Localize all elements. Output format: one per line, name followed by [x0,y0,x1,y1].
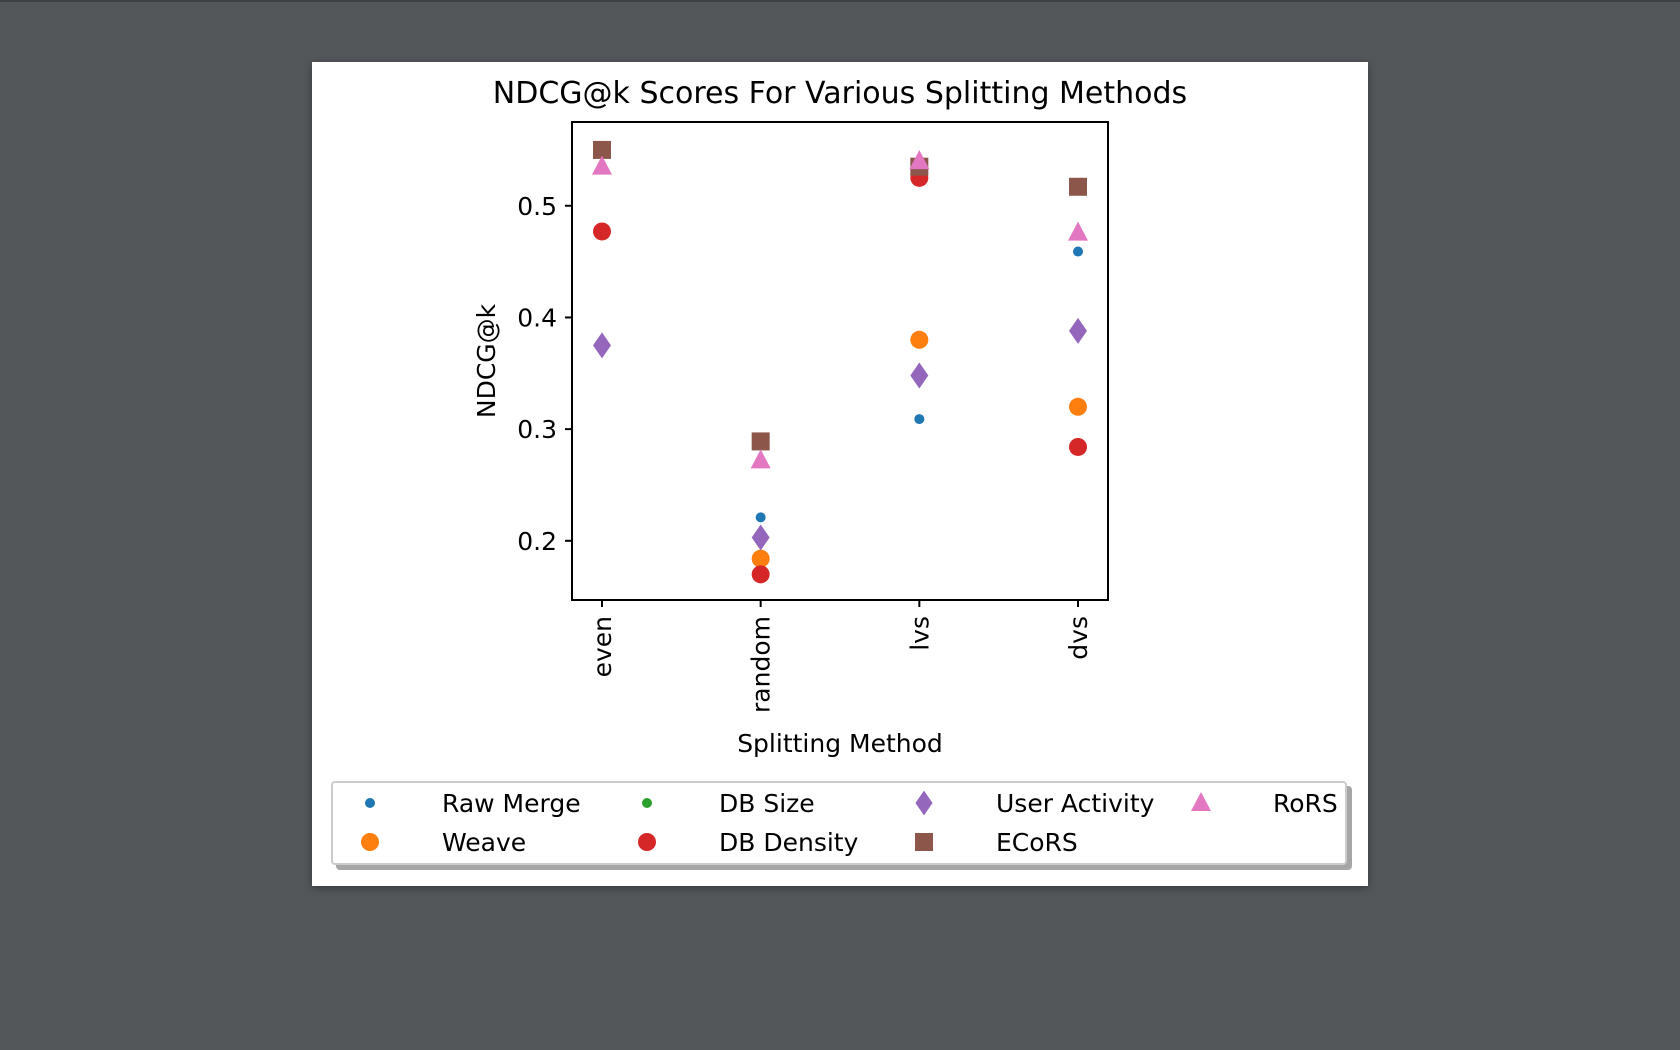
point-rors-lvs [909,150,930,170]
legend-marker-shape [638,833,656,851]
legend-label-weave: Weave [442,827,527,857]
y-tick-label: 0.3 [517,415,557,444]
point-user-activity-dvs [1069,317,1087,344]
y-tick-label: 0.2 [517,527,557,556]
legend-marker-shape [915,790,933,816]
legend-marker-shape [1191,792,1211,811]
chart-legend: Raw Merge Weave DB Size DB Density User Acti… [331,781,1347,865]
legend-label-db-density: DB Density [719,827,859,857]
point-rors-even [592,155,612,175]
legend-label-rors: RoRS [1273,788,1338,818]
point-raw-merge-lvs [914,414,925,425]
x-axis-label: Splitting Method [737,729,943,758]
legend-marker-shape [915,833,933,851]
chart-canvas: NDCG@k Scores For Various Splitting Meth… [472,76,1187,758]
legend-marker-db-size [633,785,697,821]
point-db-density-even [593,222,611,241]
point-weave-dvs [1069,397,1087,416]
legend-item-weave: Weave [356,824,526,860]
legend-item-db-density: DB Density [633,824,858,860]
window-top-edge [0,0,1680,2]
point-rors-dvs [1068,221,1088,241]
legend-marker-shape [642,798,652,808]
x-tick-label: random [747,616,776,713]
chart-figure: NDCG@k Scores For Various Splitting Meth… [312,62,1368,886]
x-tick-label: lvs [905,616,934,651]
legend-marker-shape [365,798,375,808]
y-tick-label: 0.5 [517,192,557,221]
legend-item-raw-merge: Raw Merge [356,785,581,821]
legend-item-rors: RoRS [1187,785,1338,821]
point-user-activity-even [593,332,611,359]
legend-marker-weave [356,824,420,860]
legend-label-user-activity: User Activity [996,788,1155,818]
y-axis-label: NDCG@k [472,303,501,418]
point-db-density-random [751,565,770,584]
point-raw-merge-random [755,512,766,523]
legend-marker-ecors [910,824,974,860]
legend-marker-raw-merge [356,785,420,821]
chart-title: NDCG@k Scores For Various Splitting Meth… [493,76,1187,111]
legend-label-ecors: ECoRS [996,827,1078,857]
point-user-activity-lvs [910,362,929,389]
point-ecors-dvs [1069,177,1087,196]
point-weave-lvs [910,330,929,349]
plot-area-frame [571,121,1109,601]
point-rors-random [750,449,771,469]
point-weave-random [751,549,770,568]
point-ecors-random [751,432,770,451]
legend-item-db-size: DB Size [633,785,815,821]
legend-item-user-activity: User Activity [910,785,1154,821]
legend-label-db-size: DB Size [719,788,815,818]
point-user-activity-random [751,524,770,551]
x-tick-label: even [588,616,617,677]
x-axis-ticks: even random lvs dvs [588,600,1093,713]
legend-marker-db-density [633,824,697,860]
point-raw-merge-dvs [1073,246,1083,257]
point-ecors-even [593,140,611,159]
legend-marker-rors [1187,785,1251,821]
y-tick-label: 0.4 [517,303,557,332]
y-axis-ticks: 0.2 0.3 0.4 0.5 [517,192,572,556]
legend-marker-shape [361,833,379,851]
point-db-density-dvs [1069,437,1087,456]
x-tick-label: dvs [1064,616,1093,660]
data-points [592,140,1088,584]
legend-label-raw-merge: Raw Merge [442,788,581,818]
legend-item-ecors: ECoRS [910,824,1078,860]
legend-marker-user-activity [910,785,974,821]
